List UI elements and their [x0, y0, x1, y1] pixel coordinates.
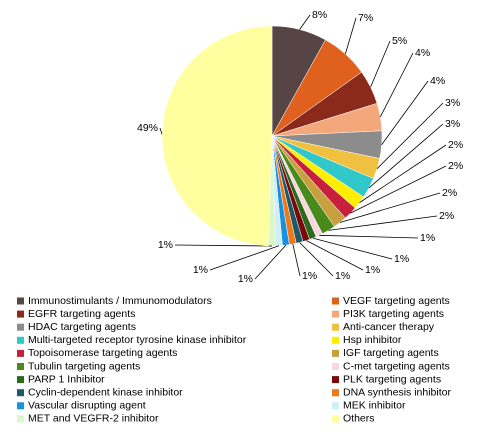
legend-swatch: [17, 336, 24, 344]
legend-label: Topoisomerase targeting agents: [28, 347, 177, 359]
data-label: 7%: [358, 12, 373, 24]
leader-line: [174, 244, 273, 247]
legend-swatch: [332, 376, 339, 384]
data-label: 3%: [445, 97, 460, 109]
legend-swatch: [332, 363, 339, 370]
leader-line: [376, 102, 444, 169]
legend-swatch: [332, 323, 339, 331]
legend-label: Others: [343, 413, 375, 425]
leader-line: [328, 215, 438, 231]
legend-label: C-met targeting agents: [343, 360, 450, 372]
data-label: 2%: [439, 210, 454, 222]
legend-label: Multi-targeted receptor tyrosine kinase …: [28, 334, 247, 346]
legend-label: Hsp inhibitor: [343, 334, 402, 346]
data-label: 49%: [137, 122, 158, 134]
leader-line: [368, 123, 444, 189]
leader-line: [344, 17, 357, 55]
leader-line: [359, 144, 447, 203]
legend-swatch: [17, 376, 24, 384]
legend-swatch: [332, 415, 339, 423]
leader-line: [370, 40, 391, 88]
legend-label: IGF targeting agents: [343, 347, 439, 359]
leader-line: [159, 127, 163, 135]
legend-label: Vascular disrupting agent: [28, 400, 146, 412]
legend-label: PLK targeting agents: [343, 373, 441, 385]
leader-line: [350, 165, 447, 214]
legend-label: MET and VEGFR-2 inhibitor: [28, 413, 159, 425]
legend-swatch: [17, 402, 24, 410]
leader-line: [209, 245, 280, 271]
data-label: 1%: [158, 239, 173, 251]
leader-line: [254, 244, 287, 280]
leader-line: [292, 243, 301, 277]
data-label: 8%: [312, 9, 327, 21]
leader-line: [379, 52, 414, 118]
legend-label: HDAC targeting agents: [28, 321, 136, 333]
legend-swatch: [332, 389, 339, 397]
legend-swatch: [332, 310, 339, 318]
data-label: 2%: [448, 160, 463, 172]
legend-label: MEK inhibitor: [343, 400, 406, 412]
data-label: 3%: [445, 118, 460, 130]
legend-label: Tubulin targeting agents: [28, 360, 140, 372]
legend-swatch: [332, 297, 339, 305]
legend-swatch: [17, 415, 24, 423]
legend-swatch: [17, 349, 24, 357]
data-label: 1%: [302, 270, 317, 282]
legend-label: VEGF targeting agents: [343, 295, 450, 307]
legend-swatch: [17, 323, 24, 331]
data-label: 2%: [448, 139, 463, 151]
legend-swatch: [332, 336, 339, 344]
pie-slice: [161, 25, 273, 247]
leader-line: [381, 80, 429, 145]
legend-swatch: [17, 297, 24, 305]
data-label: 1%: [394, 253, 409, 265]
legend-swatch: [17, 389, 24, 397]
legend-label: Cyclin-dependent kinase inhibitor: [28, 386, 183, 398]
data-label: 4%: [430, 75, 445, 87]
data-label: 1%: [193, 264, 208, 276]
legend-label: PARP 1 Inhibitor: [28, 373, 105, 385]
data-label: 1%: [420, 232, 435, 244]
legend-swatch: [17, 363, 24, 370]
leader-line: [299, 242, 334, 277]
data-label: 1%: [365, 264, 380, 276]
legend-swatch: [332, 402, 339, 410]
data-label: 2%: [442, 187, 457, 199]
legend-label: Immunostimulants / Immunomodulators: [28, 295, 212, 307]
data-label: 1%: [238, 273, 253, 285]
legend-swatch: [332, 349, 339, 357]
legend-label: Anti-cancer therapy: [343, 321, 435, 333]
legend-label: EGFR targeting agents: [28, 308, 135, 320]
leader-line: [306, 240, 364, 271]
leader-line: [299, 14, 311, 30]
data-label: 4%: [415, 47, 430, 59]
legend-label: PI3K targeting agents: [343, 308, 444, 320]
leader-line: [312, 237, 393, 260]
leader-line: [319, 234, 419, 239]
data-label: 5%: [392, 35, 407, 47]
legend-swatch: [17, 310, 24, 318]
data-label: 1%: [335, 270, 350, 282]
legend-label: DNA synthesis inhibitor: [343, 386, 451, 398]
leader-line: [339, 192, 441, 223]
